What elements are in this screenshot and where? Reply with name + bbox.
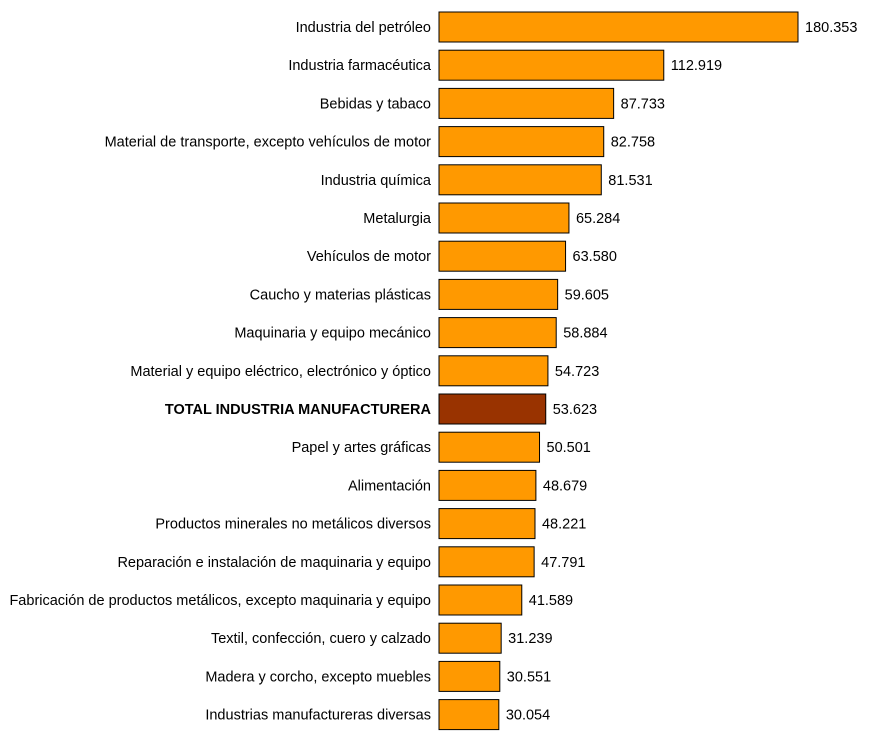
- bar: [438, 317, 557, 349]
- bar: [438, 49, 665, 81]
- category-label: Industrias manufactureras diversas: [205, 708, 431, 724]
- value-label: 50.501: [547, 440, 591, 456]
- value-label: 47.791: [541, 555, 585, 571]
- bar: [438, 87, 615, 119]
- category-label: Industria farmacéutica: [288, 58, 432, 74]
- category-label: Material de transporte, excepto vehículo…: [105, 135, 432, 151]
- category-label: TOTAL INDUSTRIA MANUFACTURERA: [165, 402, 432, 418]
- value-label: 30.054: [506, 708, 550, 724]
- category-labels: Industria del petróleo Industria farmacéu…: [9, 20, 431, 724]
- value-label: 48.221: [542, 517, 586, 533]
- category-label: Fabricación de productos metálicos, exce…: [9, 593, 431, 609]
- category-label: Material y equipo eléctrico, electrónico…: [130, 364, 431, 380]
- bar: [438, 584, 523, 616]
- value-label: 41.589: [529, 593, 573, 609]
- bar: [438, 164, 602, 196]
- bar: [438, 240, 567, 272]
- category-label: Maquinaria y equipo mecánico: [234, 326, 431, 342]
- value-label: 65.284: [576, 211, 620, 227]
- bars: [438, 11, 799, 731]
- bar: [438, 546, 535, 578]
- value-label: 58.884: [563, 326, 607, 342]
- value-label: 180.353: [805, 20, 857, 36]
- category-label: Vehículos de motor: [307, 249, 431, 265]
- value-label: 82.758: [611, 135, 655, 151]
- category-label: Textil, confección, cuero y calzado: [211, 631, 431, 647]
- value-label: 30.551: [507, 669, 551, 685]
- bar: [438, 11, 799, 43]
- category-label: Papel y artes gráficas: [292, 440, 431, 456]
- category-label: Caucho y materias plásticas: [250, 287, 431, 303]
- bar: [438, 278, 559, 310]
- value-label: 31.239: [508, 631, 552, 647]
- category-label: Industria del petróleo: [296, 20, 431, 36]
- bar-total: [438, 393, 547, 425]
- value-label: 81.531: [608, 173, 652, 189]
- bar: [438, 355, 549, 387]
- category-label: Metalurgia: [363, 211, 432, 227]
- value-label: 53.623: [553, 402, 597, 418]
- category-label: Industria química: [321, 173, 432, 189]
- bar: [438, 699, 500, 731]
- bar: [438, 202, 570, 234]
- value-label: 87.733: [621, 96, 665, 112]
- bar: [438, 660, 501, 692]
- bar: [438, 622, 502, 654]
- category-label: Reparación e instalación de maquinaria y…: [117, 555, 431, 571]
- bar: [438, 126, 605, 158]
- value-label: 59.605: [565, 287, 609, 303]
- category-label: Bebidas y tabaco: [320, 96, 431, 112]
- category-label: Productos minerales no metálicos diverso…: [155, 517, 431, 533]
- value-labels: 180.353 112.919 87.733 82.758 81.531 65.284 63…: [506, 20, 858, 724]
- bar: [438, 508, 536, 540]
- value-label: 63.580: [573, 249, 617, 265]
- value-label: 48.679: [543, 478, 587, 494]
- bar: [438, 431, 541, 463]
- category-label: Alimentación: [348, 478, 431, 494]
- value-label: 54.723: [555, 364, 599, 380]
- value-label: 112.919: [671, 58, 722, 74]
- bar: [438, 469, 537, 501]
- category-label: Madera y corcho, excepto muebles: [205, 669, 431, 685]
